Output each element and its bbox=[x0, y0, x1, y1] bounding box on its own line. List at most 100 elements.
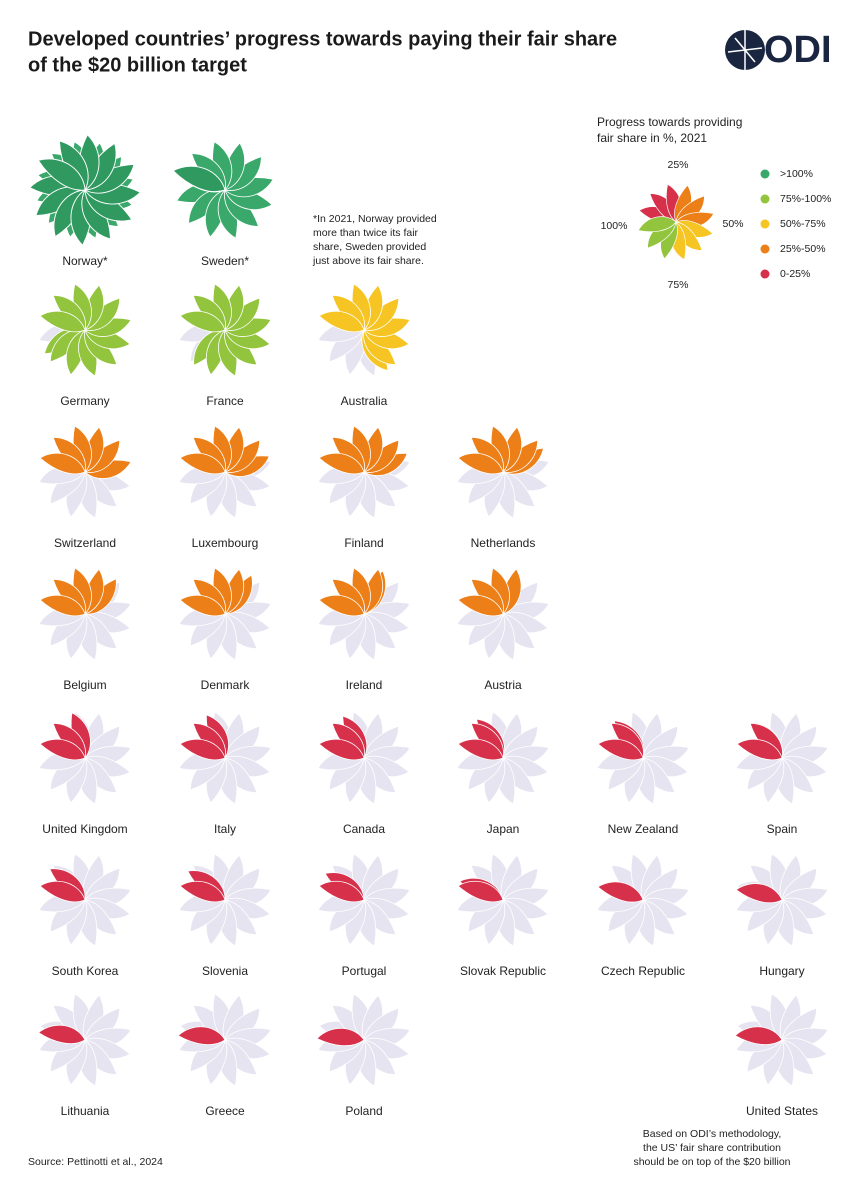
legend-label: 25%-50% bbox=[780, 243, 826, 255]
legend-title: fair share in %, 2021 bbox=[597, 131, 707, 145]
flower bbox=[596, 711, 690, 805]
petal-overflow bbox=[37, 158, 86, 191]
flower bbox=[735, 711, 829, 805]
flower bbox=[37, 993, 132, 1087]
petal bbox=[457, 881, 504, 903]
petal bbox=[39, 881, 86, 903]
petal-partial bbox=[597, 881, 644, 903]
country-label: Germany bbox=[60, 394, 109, 408]
country-label: Austria bbox=[484, 678, 522, 692]
petal bbox=[179, 595, 226, 617]
flower bbox=[178, 425, 272, 519]
flower bbox=[38, 283, 132, 377]
country-label: Italy bbox=[214, 822, 236, 836]
country-label: Poland bbox=[345, 1104, 382, 1118]
petal bbox=[179, 311, 226, 333]
source: Source: Pettinotti et al., 2024 bbox=[28, 1156, 163, 1168]
country-label: Denmark bbox=[201, 678, 251, 692]
note-line: share, Sweden provided bbox=[313, 241, 426, 253]
flower bbox=[38, 711, 132, 805]
petal bbox=[318, 595, 365, 617]
flower bbox=[317, 711, 411, 805]
petal bbox=[179, 881, 226, 903]
flower bbox=[317, 853, 411, 947]
petal bbox=[318, 453, 365, 475]
petal bbox=[457, 739, 504, 761]
country-label: Lithuania bbox=[61, 1104, 110, 1118]
us-note: should be on top of the $20 billion bbox=[633, 1156, 790, 1168]
legend-label: 50%-75% bbox=[780, 218, 826, 230]
country-label: Netherlands bbox=[471, 536, 536, 550]
flower bbox=[456, 711, 550, 805]
country-label: Luxembourg bbox=[192, 536, 259, 550]
petal bbox=[179, 453, 226, 475]
petal-partial bbox=[37, 1024, 86, 1044]
note-line: just above its fair share. bbox=[312, 255, 424, 267]
country-label: Slovak Republic bbox=[460, 964, 546, 978]
logo-lines bbox=[727, 30, 763, 70]
note-line: *In 2021, Norway provided bbox=[313, 213, 437, 225]
legend-tick-label: 75% bbox=[667, 279, 688, 291]
flower bbox=[317, 283, 411, 377]
legend-tick-label: 25% bbox=[667, 159, 688, 171]
flower bbox=[178, 711, 272, 805]
logo: ODI bbox=[725, 29, 832, 71]
flower bbox=[38, 567, 132, 661]
country-label: United Kingdom bbox=[42, 822, 127, 836]
petal-partial bbox=[734, 1026, 783, 1045]
country-label: Norway* bbox=[62, 254, 108, 268]
country-label: Portugal bbox=[342, 964, 387, 978]
petal bbox=[457, 453, 504, 475]
country-label: Hungary bbox=[759, 964, 804, 978]
country-label: Spain bbox=[767, 822, 798, 836]
us-note: the US’ fair share contribution bbox=[643, 1142, 781, 1154]
legend-petal bbox=[637, 216, 677, 233]
petal bbox=[318, 311, 365, 333]
petal-overflow bbox=[172, 165, 226, 192]
petal bbox=[597, 739, 644, 761]
country-label: New Zealand bbox=[608, 822, 679, 836]
petal bbox=[39, 311, 86, 333]
flower bbox=[177, 993, 272, 1087]
flower bbox=[172, 141, 274, 239]
note-line: more than twice its fair bbox=[313, 227, 419, 239]
country-label: Czech Republic bbox=[601, 964, 685, 978]
title-line: of the $20 billion target bbox=[28, 54, 247, 76]
petal bbox=[457, 595, 504, 617]
petal bbox=[318, 881, 365, 903]
legend-label: 0-25% bbox=[780, 268, 810, 280]
country-label: Greece bbox=[205, 1104, 245, 1118]
country-label: Sweden* bbox=[201, 254, 249, 268]
country-label: Ireland bbox=[346, 678, 383, 692]
flower bbox=[456, 567, 550, 661]
country-label: Slovenia bbox=[202, 964, 248, 978]
us-note: Based on ODI’s methodology, bbox=[643, 1128, 782, 1140]
country-label: Finland bbox=[344, 536, 383, 550]
petal-partial bbox=[177, 1026, 226, 1045]
petal bbox=[736, 739, 783, 761]
flower bbox=[317, 425, 411, 519]
legend-tick-label: 50% bbox=[722, 218, 743, 230]
country-label: United States bbox=[746, 1104, 818, 1118]
flower bbox=[38, 425, 132, 519]
petal bbox=[179, 739, 226, 761]
petal bbox=[318, 739, 365, 761]
country-label: Switzerland bbox=[54, 536, 116, 550]
country-label: South Korea bbox=[52, 964, 119, 978]
flower bbox=[38, 853, 132, 947]
flower bbox=[28, 133, 142, 247]
legend-dot bbox=[760, 269, 770, 279]
legend-flower bbox=[637, 183, 715, 261]
legend-dot bbox=[760, 244, 770, 254]
country-label: Australia bbox=[341, 394, 388, 408]
logo-text: ODI bbox=[764, 29, 832, 71]
petal-partial bbox=[316, 1027, 365, 1047]
petal-partial bbox=[735, 883, 783, 904]
legend-dot bbox=[760, 194, 770, 204]
flower bbox=[178, 853, 272, 947]
flower bbox=[317, 567, 411, 661]
country-label: Canada bbox=[343, 822, 385, 836]
country-label: Japan bbox=[487, 822, 520, 836]
flower bbox=[178, 283, 272, 377]
legend-label: >100% bbox=[780, 168, 813, 180]
